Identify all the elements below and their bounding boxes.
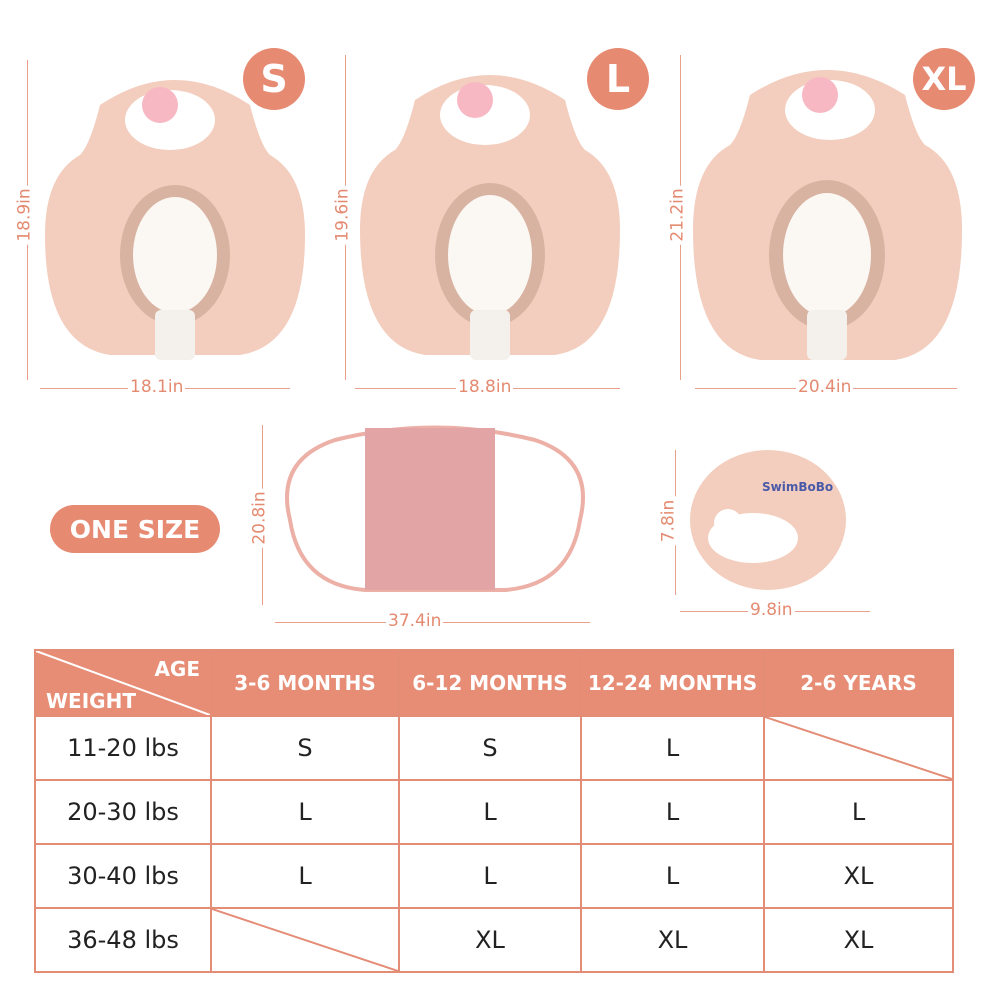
float-xl-image: [693, 70, 962, 360]
table-row: 20-30 lbs L L L L: [34, 779, 954, 845]
column-header: 2-6 YEARS: [763, 649, 954, 717]
weight-cell: 36-48 lbs: [34, 907, 212, 973]
size-cell: L: [398, 779, 582, 845]
pouch-width: 9.8in: [748, 600, 795, 620]
float-l-image: [360, 75, 620, 360]
size-badge-xl: XL: [913, 48, 975, 110]
size-cell: XL: [398, 907, 582, 973]
table-row: 11-20 lbs S S L: [34, 715, 954, 781]
size-cell: L: [210, 843, 400, 909]
diagonal-divider: [212, 909, 398, 971]
size-cell: L: [580, 715, 765, 781]
float-xl-width: 20.4in: [796, 377, 854, 397]
float-l-height: 19.6in: [332, 185, 353, 245]
size-badge-s: S: [243, 48, 305, 110]
canopy-height: 20.8in: [249, 488, 270, 548]
diagonal-divider: [36, 651, 210, 715]
diagonal-divider: [765, 717, 952, 779]
size-chart-table: AGE WEIGHT 3-6 MONTHS 6-12 MONTHS 12-24 MO…: [34, 649, 954, 973]
float-l-width: 18.8in: [456, 377, 514, 397]
size-badge-l: L: [587, 48, 649, 110]
canopy-image: [285, 425, 585, 592]
table-row: 36-48 lbs XL XL XL: [34, 907, 954, 973]
table-row: 30-40 lbs L L L XL: [34, 843, 954, 909]
corner-weight-label: WEIGHT: [46, 689, 136, 713]
float-s-height: 18.9in: [14, 185, 35, 245]
float-s-image: [45, 80, 305, 360]
weight-cell: 30-40 lbs: [34, 843, 212, 909]
size-cell: XL: [580, 907, 765, 973]
column-header: 12-24 MONTHS: [580, 649, 765, 717]
pouch-brand: SwimBoBo: [762, 480, 834, 494]
weight-cell: 11-20 lbs: [34, 715, 212, 781]
size-cell: L: [398, 843, 582, 909]
float-s-width: 18.1in: [128, 377, 186, 397]
size-cell: XL: [763, 843, 954, 909]
pouch-image: [690, 450, 846, 590]
one-size-label: ONE SIZE: [50, 505, 220, 553]
size-cell: S: [398, 715, 582, 781]
size-cell: XL: [763, 907, 954, 973]
size-cell: L: [763, 779, 954, 845]
not-applicable-cell: [210, 907, 400, 973]
size-cell: L: [210, 779, 400, 845]
not-applicable-cell: [763, 715, 954, 781]
float-xl-height: 21.2in: [667, 185, 688, 245]
column-header: 3-6 MONTHS: [210, 649, 400, 717]
size-cell: L: [580, 779, 765, 845]
size-cell: L: [580, 843, 765, 909]
table-corner-cell: AGE WEIGHT: [34, 649, 212, 717]
canopy-width: 37.4in: [386, 611, 444, 631]
table-header-row: AGE WEIGHT 3-6 MONTHS 6-12 MONTHS 12-24 MO…: [34, 649, 954, 717]
corner-age-label: AGE: [154, 657, 200, 681]
column-header: 6-12 MONTHS: [398, 649, 582, 717]
pouch-height: 7.8in: [658, 496, 679, 546]
size-cell: S: [210, 715, 400, 781]
weight-cell: 20-30 lbs: [34, 779, 212, 845]
